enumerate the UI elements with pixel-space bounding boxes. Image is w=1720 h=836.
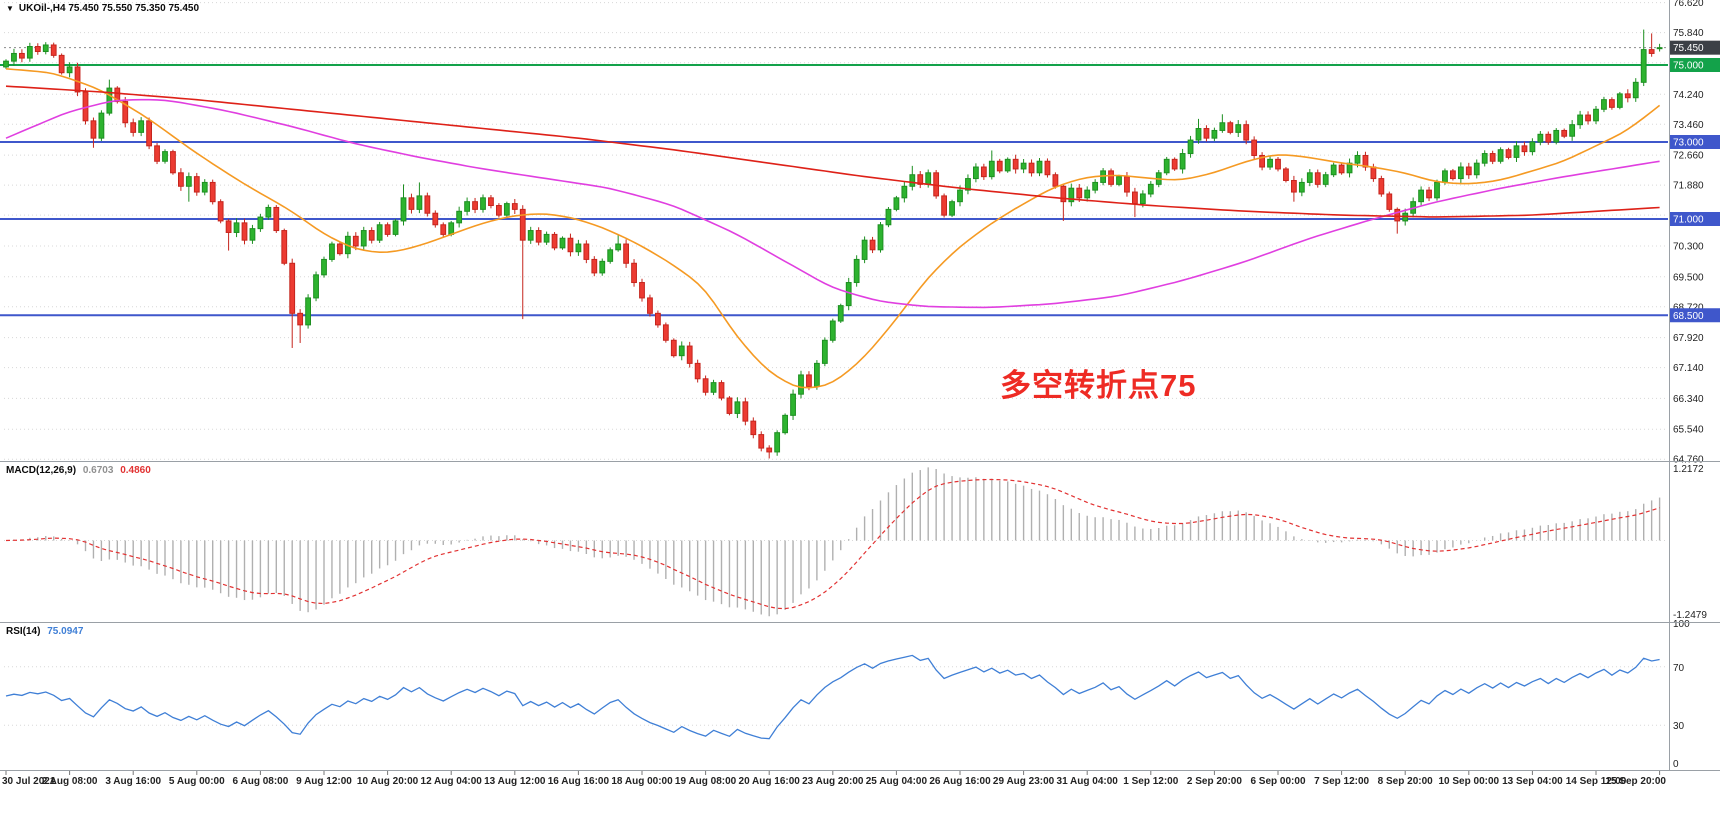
- price-axis-label: 70.300: [1673, 241, 1704, 252]
- time-axis-label: 15 Sep 20:00: [1605, 776, 1666, 787]
- time-axis-label: 31 Aug 04:00: [1057, 776, 1119, 787]
- svg-text:68.500: 68.500: [1673, 311, 1704, 322]
- time-axis-label: 6 Aug 08:00: [233, 776, 289, 787]
- rsi-value: 75.0947: [47, 626, 84, 637]
- symbol-marker-icon: ▼: [6, 3, 14, 13]
- time-axis-label: 10 Aug 20:00: [357, 776, 419, 787]
- rsi-indicator-label: RSI(14) 75.0947: [6, 626, 87, 637]
- time-axis-label: 8 Sep 20:00: [1378, 776, 1433, 787]
- price-badge-75.000: 75.000: [1670, 58, 1720, 72]
- time-axis-label: 12 Aug 04:00: [421, 776, 483, 787]
- macd-indicator-label: MACD(12,26,9) 0.6703 0.4860: [6, 465, 155, 476]
- price-axis-label: 74.240: [1673, 90, 1704, 101]
- svg-text:75.000: 75.000: [1673, 61, 1704, 72]
- price-axis-label: 66.340: [1673, 394, 1704, 405]
- price-badge-73.000: 73.000: [1670, 135, 1720, 149]
- svg-text:73.000: 73.000: [1673, 138, 1704, 149]
- grid-lines: [4, 2, 1668, 460]
- time-axis-label: 9 Aug 12:00: [296, 776, 352, 787]
- time-axis-label: 23 Aug 20:00: [802, 776, 864, 787]
- rsi-line: [5, 654, 1660, 740]
- price-axis-labels: 76.620 75.840 74.240 73.460 72.660 71.880 70.3…: [1670, 0, 1720, 770]
- indicator-panels: [4, 467, 1668, 740]
- time-axis-label: 29 Aug 23:00: [993, 776, 1055, 787]
- time-axis-label: 7 Sep 12:00: [1314, 776, 1369, 787]
- ma-fast-orange-line: [5, 68, 1661, 389]
- annotation-text[interactable]: 多空转折点75: [1000, 368, 1197, 403]
- time-axis-label: 5 Aug 00:00: [169, 776, 225, 787]
- time-axis-label: 20 Aug 16:00: [739, 776, 801, 787]
- ma-slow-red-line: [5, 85, 1660, 218]
- price-axis-label: 65.540: [1673, 425, 1704, 436]
- price-axis-label: 69.500: [1673, 272, 1704, 283]
- macd-main-value: 0.6703: [82, 465, 114, 476]
- symbol-ohlc-readout: ▼ UKOil-,H4 75.450 75.550 75.350 75.450: [6, 3, 199, 14]
- svg-text:75.450: 75.450: [1673, 43, 1704, 54]
- svg-text:30: 30: [1673, 721, 1685, 732]
- price-axis-label: 67.920: [1673, 333, 1704, 344]
- price-axis-label: 68.720: [1673, 302, 1704, 313]
- price-badge-71.000: 71.000: [1670, 212, 1720, 226]
- price-axis-label: 72.660: [1673, 151, 1704, 162]
- svg-text:100: 100: [1673, 619, 1690, 630]
- macd-signal-line: [5, 478, 1660, 610]
- symbol-ohlc-text: UKOil-,H4 75.450 75.550 75.350 75.450: [18, 3, 200, 14]
- svg-text:-1.2479: -1.2479: [1673, 610, 1707, 621]
- time-axis-label: 6 Sep 00:00: [1250, 776, 1305, 787]
- time-scale[interactable]: [0, 771, 1720, 791]
- time-axis-label: 10 Sep 00:00: [1438, 776, 1499, 787]
- macd-signal-value: 0.4860: [120, 465, 151, 476]
- price-badge-75.450: 75.450: [1670, 40, 1720, 55]
- rsi-name: RSI(14): [6, 626, 41, 637]
- price-scale[interactable]: [1669, 0, 1720, 770]
- svg-text:1.2172: 1.2172: [1673, 464, 1704, 475]
- time-axis-label: 13 Aug 12:00: [484, 776, 546, 787]
- price-axis-label: 75.840: [1673, 28, 1704, 39]
- svg-text:70: 70: [1673, 663, 1685, 674]
- time-axis-label: 18 Aug 00:00: [611, 776, 673, 787]
- time-axis-label: 30 Jul 2021: [2, 776, 56, 787]
- time-axis-label: 26 Aug 16:00: [929, 776, 991, 787]
- price-axis-label: 64.760: [1673, 455, 1704, 466]
- svg-text:0: 0: [1673, 759, 1679, 770]
- price-axis-label: 71.880: [1673, 181, 1704, 192]
- time-axis-label: 14 Sep 12:00: [1566, 776, 1627, 787]
- horizontal-line-objects[interactable]: [0, 47, 1668, 317]
- candles-layer: [3, 29, 1663, 459]
- time-axis-label: 16 Aug 16:00: [548, 776, 610, 787]
- moving-averages-layer: [5, 68, 1661, 389]
- macd-histogram: [13, 467, 1661, 617]
- time-axis-label: 19 Aug 08:00: [675, 776, 737, 787]
- time-axis-label: 2 Aug 08:00: [42, 776, 98, 787]
- time-axis-label: 25 Aug 04:00: [866, 776, 928, 787]
- time-axis-label: 1 Sep 12:00: [1123, 776, 1178, 787]
- time-axis-label: 13 Sep 04:00: [1502, 776, 1563, 787]
- price-axis-label: 67.140: [1673, 363, 1704, 374]
- price-axis-label: 73.460: [1673, 120, 1704, 131]
- svg-text:71.000: 71.000: [1673, 215, 1704, 226]
- price-badge-68.500: 68.500: [1670, 308, 1720, 323]
- time-axis-label: 3 Aug 16:00: [105, 776, 161, 787]
- time-axis-label: 2 Sep 20:00: [1187, 776, 1242, 787]
- price-axis-label: 76.620: [1673, 0, 1704, 9]
- macd-name: MACD(12,26,9): [6, 465, 77, 476]
